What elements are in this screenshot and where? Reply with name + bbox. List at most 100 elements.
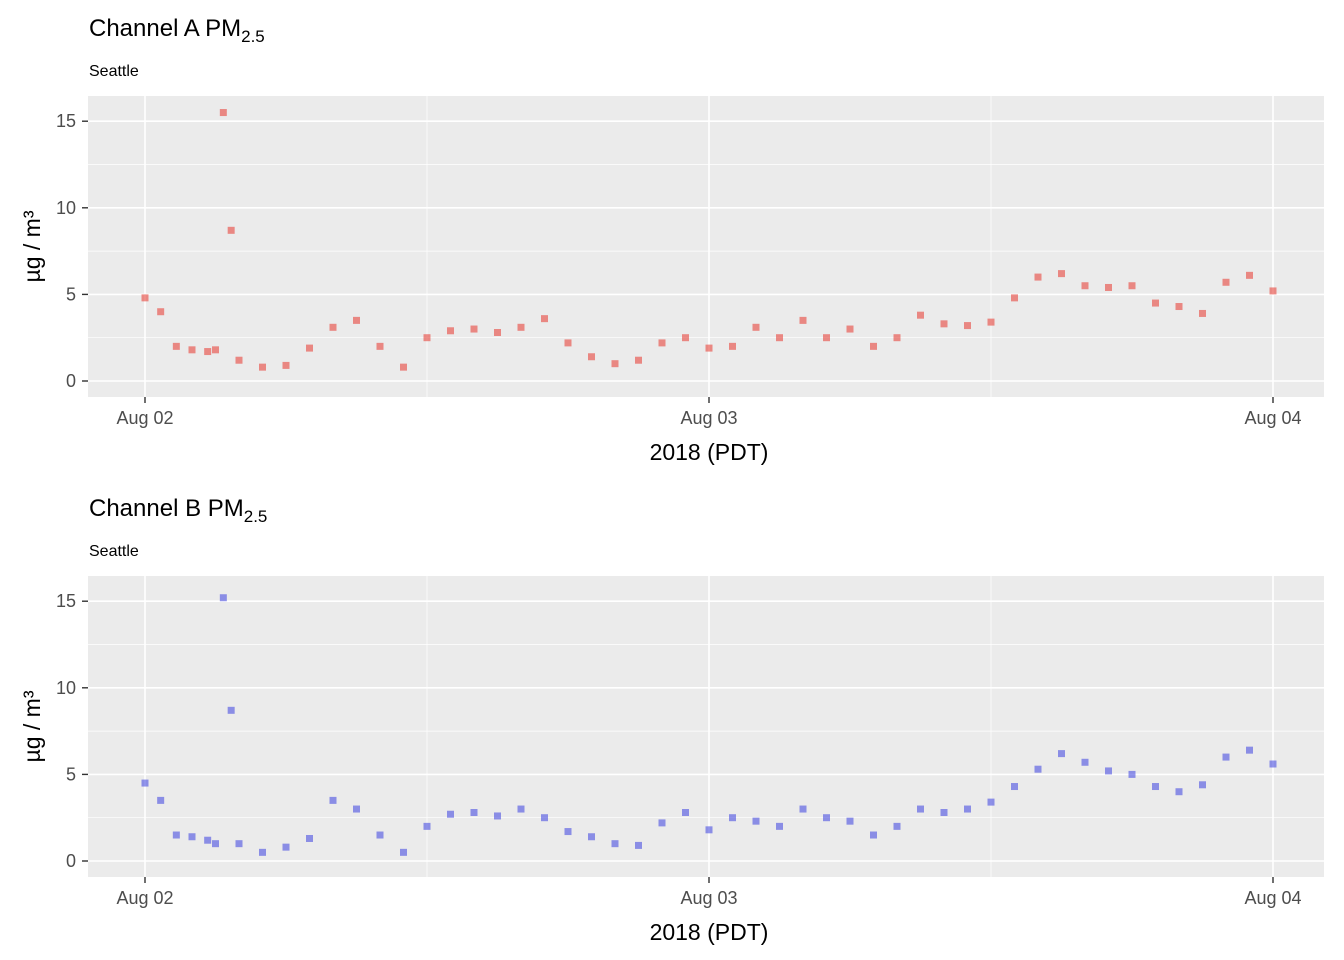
- chart-title-main: Channel B PM: [89, 495, 244, 522]
- data-point: [1034, 765, 1042, 773]
- data-point: [141, 294, 149, 302]
- data-point: [219, 109, 227, 117]
- data-point: [227, 226, 235, 234]
- data-point: [635, 356, 642, 364]
- data-point: [705, 826, 713, 834]
- data-point: [1034, 273, 1042, 281]
- data-point: [329, 323, 337, 331]
- data-point: [1081, 758, 1089, 766]
- data-point: [494, 329, 501, 337]
- data-point: [1011, 294, 1018, 302]
- data-point: [141, 779, 149, 787]
- data-point: [752, 817, 760, 825]
- data-point: [282, 361, 290, 369]
- data-point: [964, 805, 971, 813]
- data-point: [1058, 270, 1065, 278]
- chart-subtitle: Seattle: [89, 543, 139, 560]
- y-tick-label: 15: [56, 591, 76, 611]
- data-point: [964, 322, 971, 330]
- data-point: [219, 594, 227, 602]
- data-point: [1175, 303, 1183, 311]
- data-point: [1152, 783, 1159, 791]
- data-point: [776, 822, 783, 830]
- data-points: [141, 109, 1277, 371]
- chart-panel-1: Channel A PM2.5 Seattle 0 5 10 15 Aug 02 Aug 03…: [19, 15, 1324, 465]
- data-point: [282, 843, 290, 851]
- data-point: [611, 840, 619, 848]
- x-tick-label: Aug 03: [680, 408, 737, 428]
- chart-title-main: Channel A PM: [89, 15, 241, 42]
- data-point: [470, 809, 478, 817]
- chart-title-subscript: 2.5: [244, 507, 268, 526]
- data-points: [141, 594, 1277, 856]
- data-point: [227, 706, 235, 714]
- data-point: [611, 360, 619, 368]
- data-point: [1105, 283, 1112, 291]
- data-point: [799, 805, 807, 813]
- x-axis-title: 2018 (PDT): [650, 439, 769, 465]
- chart-title: Channel A PM2.5: [89, 15, 265, 46]
- data-point: [635, 841, 642, 849]
- chart-title: Channel B PM2.5: [89, 495, 267, 526]
- data-point: [1246, 746, 1253, 754]
- data-point: [799, 316, 807, 324]
- data-point: [1222, 278, 1230, 286]
- data-point: [682, 809, 689, 817]
- data-point: [541, 315, 548, 323]
- data-point: [447, 327, 454, 335]
- data-point: [188, 346, 196, 354]
- data-point: [682, 334, 689, 342]
- data-point: [306, 344, 313, 352]
- data-point: [157, 796, 165, 804]
- data-point: [1199, 309, 1206, 317]
- data-point: [1152, 299, 1159, 307]
- data-point: [235, 840, 243, 848]
- data-point: [353, 316, 360, 324]
- data-point: [494, 812, 501, 820]
- data-point: [987, 798, 995, 806]
- data-point: [1222, 753, 1230, 761]
- data-point: [329, 796, 337, 804]
- data-point: [212, 840, 219, 848]
- data-point: [752, 323, 760, 331]
- data-point: [893, 334, 901, 342]
- y-axis-title: µg / m³: [19, 690, 45, 762]
- data-point: [376, 342, 384, 350]
- y-tick-label: 0: [66, 371, 76, 391]
- data-point: [400, 848, 407, 856]
- data-point: [729, 342, 736, 350]
- data-point: [564, 828, 572, 836]
- data-point: [1058, 750, 1065, 758]
- data-point: [940, 320, 948, 328]
- data-point: [893, 822, 901, 830]
- data-point: [1175, 788, 1183, 796]
- data-point: [423, 334, 431, 342]
- data-point: [1246, 271, 1253, 279]
- data-point: [1105, 767, 1112, 775]
- x-tick-label: Aug 04: [1244, 888, 1301, 908]
- x-axis-title: 2018 (PDT): [650, 919, 769, 945]
- y-tick-label: 10: [56, 198, 76, 218]
- y-tick-label: 5: [66, 764, 76, 784]
- y-axis-title: µg / m³: [19, 210, 45, 282]
- data-point: [204, 836, 212, 844]
- data-point: [729, 814, 736, 822]
- data-point: [235, 356, 243, 364]
- data-point: [447, 810, 454, 818]
- data-point: [917, 311, 924, 319]
- data-point: [204, 348, 212, 356]
- data-point: [588, 833, 595, 841]
- y-tick-label: 0: [66, 851, 76, 871]
- data-point: [400, 363, 407, 371]
- data-point: [658, 339, 666, 347]
- data-point: [470, 325, 478, 333]
- data-point: [588, 353, 595, 361]
- data-point: [517, 323, 525, 331]
- data-point: [1269, 760, 1277, 768]
- data-point: [172, 831, 180, 839]
- data-point: [259, 848, 266, 856]
- data-point: [705, 344, 713, 352]
- x-tick-label: Aug 04: [1244, 408, 1301, 428]
- data-point: [917, 805, 924, 813]
